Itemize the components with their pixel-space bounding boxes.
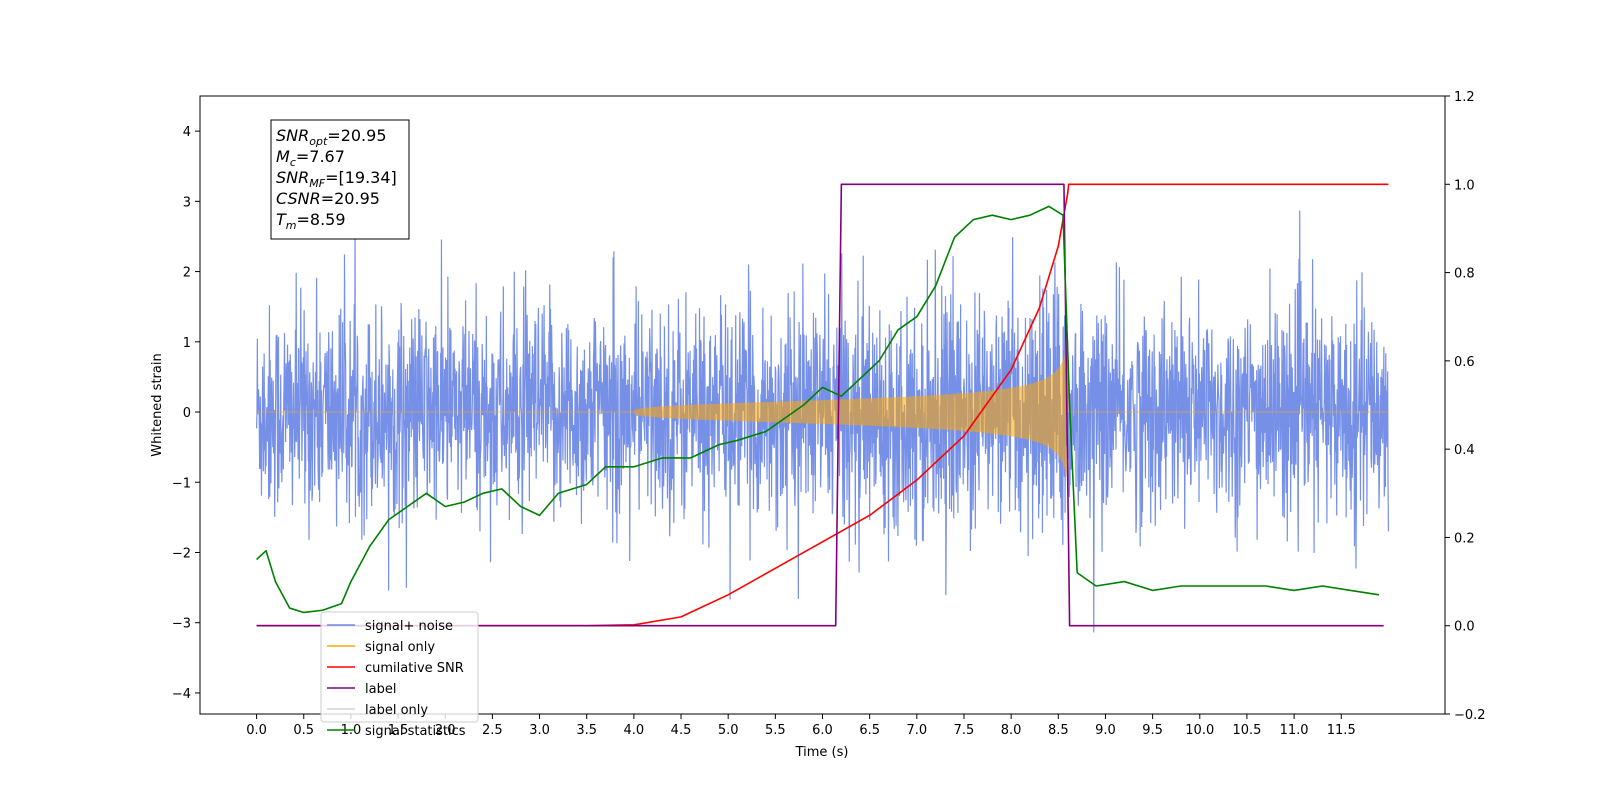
x-tick-label: 6.5 bbox=[859, 723, 880, 738]
x-axis: 0.0 0.5 1.0 1.5 2.0 2.5 3.0 3.5 4.0 4.5 5.0 5.5 6.0 6… bbox=[246, 714, 1356, 738]
x-tick-label: 7.5 bbox=[954, 723, 975, 738]
legend-entry: signal statistics bbox=[365, 724, 466, 739]
annotation-value: =[19.34] bbox=[325, 168, 397, 187]
annotation-line: Tm=8.59 bbox=[276, 210, 346, 232]
x-tick-label: 9.0 bbox=[1095, 723, 1116, 738]
series-label bbox=[256, 183, 1384, 627]
y-tick-label: 0 bbox=[183, 406, 191, 421]
x-tick-label: 4.5 bbox=[671, 723, 692, 738]
legend-frame bbox=[320, 611, 479, 723]
y2-tick-label: 0.6 bbox=[1454, 355, 1475, 370]
x-tick-label: 5.5 bbox=[765, 723, 786, 738]
annotation-value: =8.59 bbox=[297, 210, 346, 229]
annotation-line: Mc=7.67 bbox=[276, 147, 345, 169]
x-tick-label: 1.5 bbox=[388, 723, 409, 738]
legend-entry: signal only bbox=[365, 640, 435, 655]
x-tick-label: 6.0 bbox=[812, 723, 833, 738]
annotation-box: SNRopt=20.95Mc=7.67SNRMF=[19.34]CSNR=20.… bbox=[270, 119, 410, 240]
x-tick-label: 8.0 bbox=[1001, 723, 1022, 738]
annotation-value: =20.95 bbox=[321, 189, 380, 208]
x-axis-label: Time (s) bbox=[795, 745, 849, 760]
y-tick-label: −2 bbox=[172, 546, 191, 561]
annotation-symbol: SNR bbox=[276, 168, 309, 187]
y-tick-label: 1 bbox=[183, 336, 191, 351]
y-tick-label: −4 bbox=[172, 687, 191, 702]
annotation-line: CSNR=20.95 bbox=[276, 189, 380, 208]
legend: signal+ noise signal only cumilative SNR la… bbox=[320, 611, 479, 739]
x-tick-label: 11.5 bbox=[1327, 723, 1356, 738]
annotation-subscript: c bbox=[290, 156, 296, 169]
annotation-line: SNRMF=[19.34] bbox=[276, 168, 397, 190]
y2-tick-label: 0.2 bbox=[1454, 531, 1475, 546]
y-axis-label: Whitened strain bbox=[150, 353, 165, 456]
y-tick-label: 2 bbox=[183, 266, 191, 281]
legend-entry: label only bbox=[365, 703, 428, 718]
annotation-subscript: m bbox=[286, 219, 297, 232]
annotation-symbol: T bbox=[276, 210, 287, 229]
annotation-value: =20.95 bbox=[327, 126, 386, 145]
annotation-frame bbox=[270, 119, 410, 240]
y2-tick-label: 1.0 bbox=[1454, 178, 1475, 193]
x-tick-label: 2.5 bbox=[482, 723, 503, 738]
x-tick-label: 8.5 bbox=[1048, 723, 1069, 738]
annotation-value: =7.67 bbox=[296, 147, 345, 166]
y2-tick-label: 1.2 bbox=[1454, 90, 1475, 105]
annotation-symbol: SNR bbox=[276, 126, 309, 145]
y2-tick-label: 0.8 bbox=[1454, 267, 1475, 282]
annotation-subscript: opt bbox=[309, 135, 328, 148]
annotation-subscript: MF bbox=[309, 177, 325, 190]
annotation-line: SNRopt=20.95 bbox=[276, 126, 387, 148]
annotation-symbol: CSNR bbox=[276, 189, 321, 208]
y-tick-label: 3 bbox=[183, 195, 191, 210]
x-tick-label: 4.0 bbox=[624, 723, 645, 738]
x-tick-label: 3.0 bbox=[529, 723, 550, 738]
legend-entry: signal+ noise bbox=[365, 619, 453, 634]
legend-entry: cumilative SNR bbox=[365, 661, 464, 676]
x-tick-label: 0.5 bbox=[293, 723, 314, 738]
series-signal-only bbox=[256, 338, 1389, 482]
annotation-symbol: M bbox=[276, 147, 290, 166]
x-tick-label: 10.5 bbox=[1232, 723, 1261, 738]
series-signal-noise bbox=[255, 210, 1390, 633]
x-tick-label: 0.0 bbox=[246, 723, 267, 738]
y-axis-right: −0.2 0.0 0.2 0.4 0.6 0.8 1.0 1.2 bbox=[1445, 90, 1486, 723]
y-tick-label: −3 bbox=[172, 617, 191, 632]
x-tick-label: 9.5 bbox=[1142, 723, 1163, 738]
x-tick-label: 2.0 bbox=[435, 723, 456, 738]
y2-tick-label: 0.4 bbox=[1454, 443, 1475, 458]
x-tick-label: 5.0 bbox=[718, 723, 739, 738]
y-axis-left: −4 −3 −2 −1 0 1 2 3 4 bbox=[172, 125, 200, 702]
series-signal-statistics bbox=[256, 205, 1380, 614]
series-layer bbox=[255, 183, 1390, 633]
legend-entry: label bbox=[365, 682, 396, 697]
y2-tick-label: 0.0 bbox=[1454, 620, 1475, 635]
x-tick-label: 3.5 bbox=[576, 723, 597, 738]
x-tick-label: 7.0 bbox=[906, 723, 927, 738]
x-tick-label: 10.0 bbox=[1185, 723, 1214, 738]
y-tick-label: −1 bbox=[172, 476, 191, 491]
x-tick-label: 11.0 bbox=[1280, 723, 1309, 738]
y-tick-label: 4 bbox=[183, 125, 191, 140]
y2-tick-label: −0.2 bbox=[1454, 708, 1486, 723]
